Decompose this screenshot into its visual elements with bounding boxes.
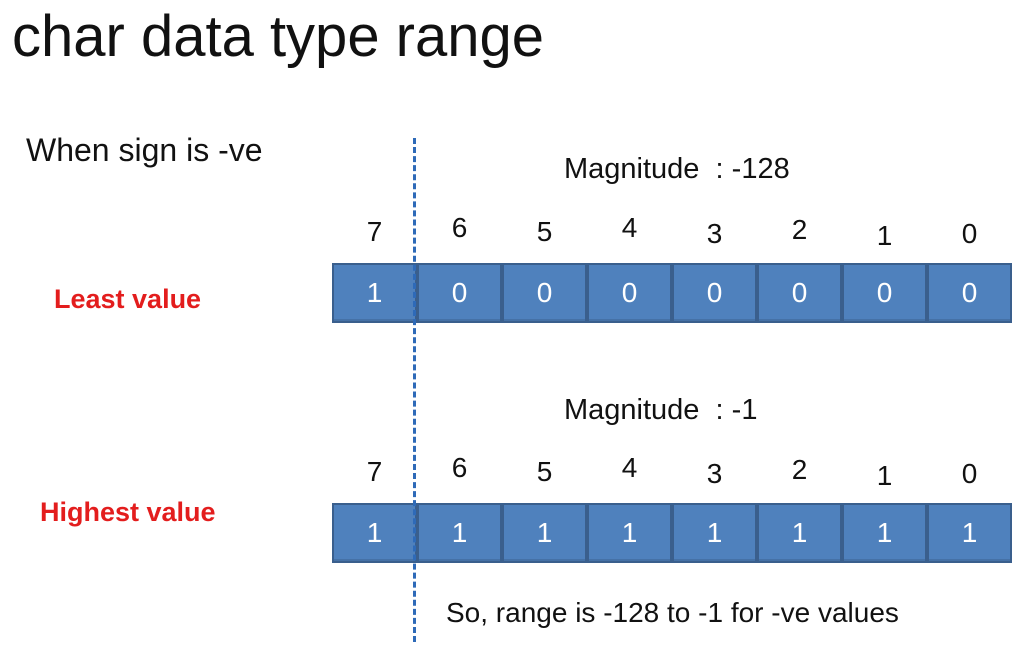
least-bit-indices: 7 6 5 4 3 2 1 0 xyxy=(332,212,1012,256)
bit-cell: 1 xyxy=(417,503,502,563)
bit-index: 2 xyxy=(791,214,808,245)
highest-value-label: Highest value xyxy=(40,497,216,527)
bit-index: 5 xyxy=(536,456,553,487)
bit-index: 0 xyxy=(961,458,978,489)
bit-index: 6 xyxy=(451,212,468,243)
bit-index: 7 xyxy=(366,456,383,487)
bit-cell: 1 xyxy=(587,503,672,563)
bit-cell: 1 xyxy=(332,503,417,563)
bit-cell: 1 xyxy=(672,503,757,563)
bit-cell: 1 xyxy=(842,503,927,563)
bit-cell: 0 xyxy=(417,263,502,323)
bit-cell: 1 xyxy=(757,503,842,563)
bit-index: 7 xyxy=(366,216,383,247)
bit-cell: 0 xyxy=(927,263,1012,323)
sign-bit-divider xyxy=(413,138,416,642)
bit-cell: 1 xyxy=(927,503,1012,563)
least-value-bits: 1 0 0 0 0 0 0 0 xyxy=(332,263,1012,323)
bit-index: 5 xyxy=(536,216,553,247)
bit-cell: 0 xyxy=(672,263,757,323)
bit-index: 6 xyxy=(451,452,468,483)
sign-description: When sign is -ve xyxy=(26,132,263,168)
bit-cell: 1 xyxy=(502,503,587,563)
bit-cell: 0 xyxy=(842,263,927,323)
bit-cell: 1 xyxy=(332,263,417,323)
range-note: So, range is -128 to -1 for -ve values xyxy=(446,597,899,628)
bit-index: 1 xyxy=(876,220,893,251)
highest-bit-indices: 7 6 5 4 3 2 1 0 xyxy=(332,452,1012,496)
bit-cell: 0 xyxy=(502,263,587,323)
page-title: char data type range xyxy=(12,4,545,69)
least-magnitude-text: Magnitude : -128 xyxy=(564,153,790,185)
bit-cell: 0 xyxy=(587,263,672,323)
highest-value-bits: 1 1 1 1 1 1 1 1 xyxy=(332,503,1012,563)
bit-index: 3 xyxy=(706,218,723,249)
bit-index: 0 xyxy=(961,218,978,249)
bit-index: 4 xyxy=(621,212,638,243)
bit-index: 2 xyxy=(791,454,808,485)
bit-index: 4 xyxy=(621,452,638,483)
bit-index: 3 xyxy=(706,458,723,489)
highest-magnitude-text: Magnitude : -1 xyxy=(564,394,758,426)
bit-cell: 0 xyxy=(757,263,842,323)
bit-index: 1 xyxy=(876,460,893,491)
least-value-label: Least value xyxy=(54,284,202,314)
